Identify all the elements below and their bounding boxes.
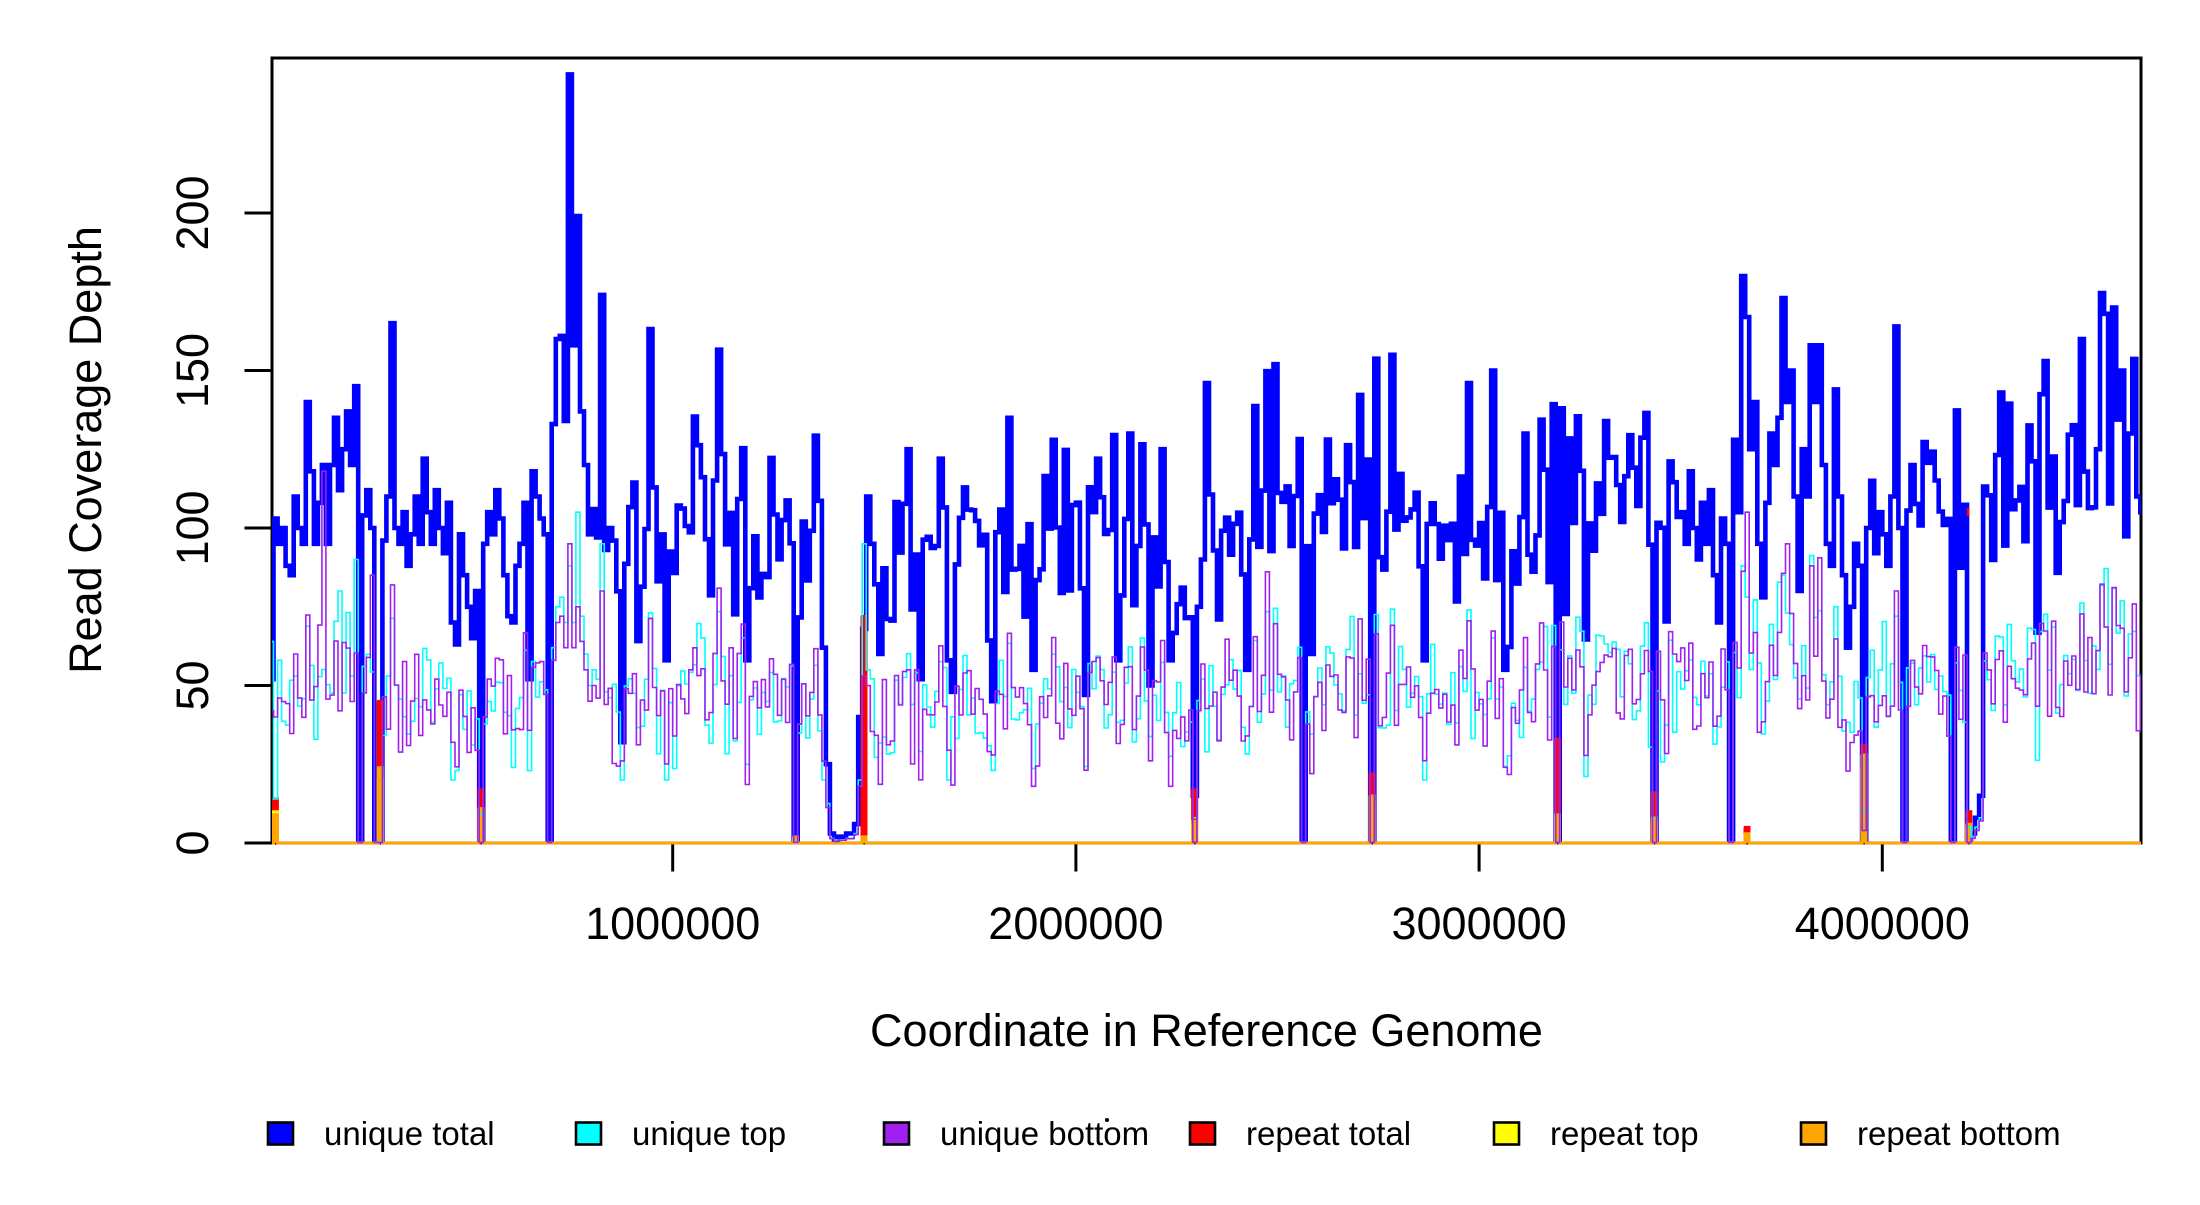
svg-text:repeat total: repeat total — [1246, 1115, 1411, 1152]
svg-text:unique top: unique top — [632, 1115, 786, 1152]
svg-text:0: 0 — [167, 830, 218, 855]
svg-text:Coordinate in Reference Genome: Coordinate in Reference Genome — [870, 1005, 1543, 1056]
svg-text:repeat bottom: repeat bottom — [1857, 1115, 2061, 1152]
svg-text:50: 50 — [167, 660, 218, 710]
svg-text:1000000: 1000000 — [585, 898, 760, 949]
svg-text:unique bottom: unique bottom — [940, 1115, 1149, 1152]
svg-text:150: 150 — [167, 333, 218, 408]
svg-text:4000000: 4000000 — [1795, 898, 1970, 949]
svg-text:2000000: 2000000 — [988, 898, 1163, 949]
svg-text:unique total: unique total — [324, 1115, 495, 1152]
svg-text:3000000: 3000000 — [1391, 898, 1566, 949]
svg-text:100: 100 — [167, 490, 218, 565]
svg-text:repeat top: repeat top — [1550, 1115, 1699, 1152]
svg-text:200: 200 — [167, 175, 218, 250]
svg-text:Read Coverage Depth: Read Coverage Depth — [60, 226, 111, 674]
